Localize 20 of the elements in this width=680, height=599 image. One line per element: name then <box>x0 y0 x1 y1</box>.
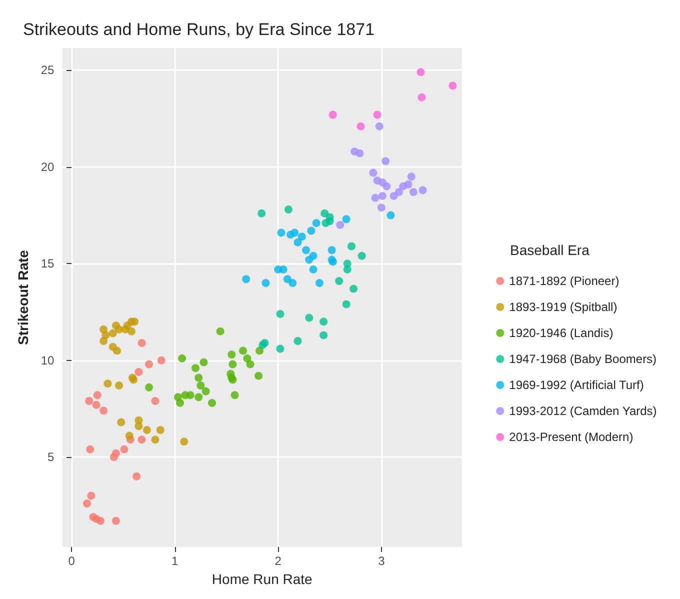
legend-title: Baseball Era <box>510 242 590 258</box>
x-axis-title: Home Run Rate <box>212 570 313 587</box>
x-tick-label: 1 <box>171 554 178 568</box>
legend-label: 1947-1968 (Baby Boomers) <box>509 352 657 366</box>
legend-label: 1893-1919 (Spitball) <box>509 300 618 314</box>
y-tick-label: 20 <box>40 160 55 174</box>
x-tick-label: 2 <box>274 554 282 568</box>
y-tick-label: 5 <box>48 450 55 464</box>
legend-label: 1871-1892 (Pioneer) <box>509 274 620 288</box>
legend-label: 1993-2012 (Camden Yards) <box>509 404 657 418</box>
legend-label: 1920-1946 (Landis) <box>509 326 614 340</box>
legend-label: 2013-Present (Modern) <box>509 430 634 444</box>
chart-title: Strikeouts and Home Runs, by Era Since 1871 <box>23 20 375 39</box>
x-tick-label: 3 <box>378 554 386 568</box>
legend-label: 1969-1992 (Artificial Turf) <box>509 378 644 392</box>
y-tick-label: 25 <box>40 63 55 78</box>
y-axis-title: Strikeout Rate <box>15 250 31 345</box>
x-tick-label: 0 <box>68 554 76 568</box>
y-tick-label: 15 <box>40 256 55 271</box>
y-tick-label: 10 <box>40 353 55 368</box>
